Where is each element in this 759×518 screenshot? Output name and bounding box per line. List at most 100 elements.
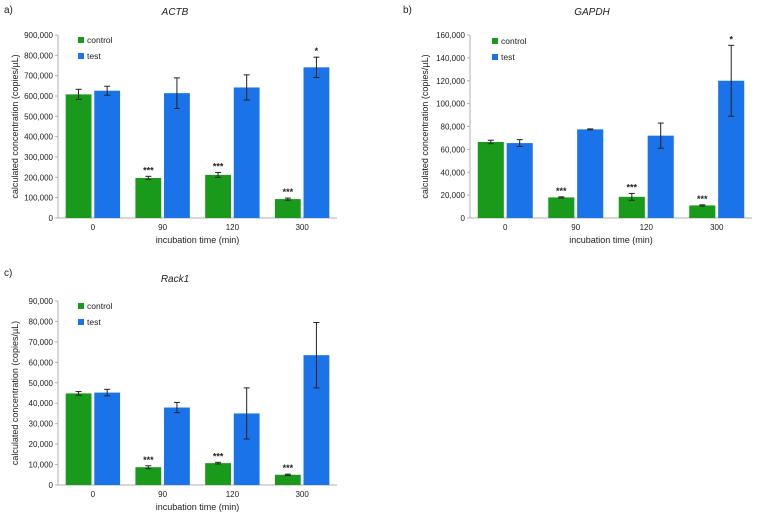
y-tick-label: 20,000	[441, 191, 466, 200]
x-tick-label: 300	[710, 223, 724, 232]
x-axis-label: incubation time (min)	[569, 235, 653, 245]
y-tick-label: 160,000	[436, 31, 465, 40]
chart-actb: a) ACTB 0 100,000 200,000 300,000 400,000 500,0…	[4, 5, 337, 245]
x-tick-label: 90	[158, 223, 167, 232]
bar-test	[303, 67, 330, 218]
legend-label-control: control	[87, 35, 113, 45]
x-tick-label: 90	[571, 223, 580, 232]
y-tick-label: 600,000	[24, 92, 53, 101]
significance-marker: *	[315, 46, 319, 56]
y-tick-label: 80,000	[441, 123, 466, 132]
panel-label: a)	[4, 5, 13, 16]
bar-control	[274, 474, 301, 485]
chart-title: GAPDH	[574, 7, 610, 18]
bar-test	[233, 87, 260, 219]
significance-marker: *	[729, 34, 733, 44]
y-tick-label: 0	[49, 481, 54, 490]
significance-marker: ***	[213, 451, 224, 461]
y-tick-label: 20,000	[29, 440, 54, 449]
bar-test	[94, 392, 121, 485]
panel-label: c)	[4, 268, 12, 279]
chart-gapdh: b) GAPDH 0 20,000 40,000 60,000 80,000 100,000 1…	[403, 5, 752, 245]
legend-label-control: control	[501, 36, 527, 46]
y-tick-label: 700,000	[24, 72, 53, 81]
y-tick-label: 400,000	[24, 133, 53, 142]
y-tick-label: 70,000	[29, 338, 54, 347]
bar-control	[135, 467, 162, 485]
x-axis-label: incubation time (min)	[156, 502, 240, 512]
bar-control	[205, 174, 231, 218]
y-tick-label: 60,000	[29, 358, 54, 367]
y-tick-label: 80,000	[29, 317, 54, 326]
bar-control	[65, 94, 92, 218]
bar-control	[65, 393, 92, 485]
y-tick-label: 40,000	[29, 399, 54, 408]
y-axis-label: calculated concentration (copies/µL)	[420, 54, 430, 198]
bar-control	[618, 196, 645, 218]
significance-marker: ***	[143, 165, 154, 175]
x-tick-label: 300	[295, 223, 309, 232]
y-tick-label: 0	[49, 214, 54, 223]
significance-marker: ***	[627, 182, 638, 192]
legend-swatch-test	[492, 54, 498, 60]
y-axis-label: calculated concentration (copies/µL)	[10, 54, 20, 198]
legend-label-test: test	[87, 51, 101, 61]
significance-marker: ***	[556, 186, 567, 196]
significance-marker: ***	[213, 161, 224, 171]
bar-test	[164, 93, 190, 218]
y-tick-label: 140,000	[436, 54, 465, 63]
legend-swatch-test	[78, 319, 84, 325]
bar-control	[274, 199, 301, 218]
y-tick-label: 900,000	[24, 31, 53, 40]
bar-control	[548, 197, 575, 218]
x-axis-label: incubation time (min)	[156, 235, 240, 245]
x-tick-label: 90	[158, 490, 167, 499]
y-tick-label: 60,000	[441, 145, 466, 154]
chart-title: Rack1	[161, 274, 189, 285]
bar-test	[94, 90, 121, 218]
legend-swatch-control	[492, 38, 498, 44]
legend-label-test: test	[501, 52, 515, 62]
y-tick-label: 50,000	[29, 379, 54, 388]
x-tick-label: 120	[226, 490, 240, 499]
significance-marker: ***	[283, 187, 294, 197]
y-tick-label: 200,000	[24, 173, 53, 182]
bar-test	[164, 407, 190, 485]
y-tick-label: 100,000	[24, 194, 53, 203]
y-axis-label: calculated concentration (copies/µL)	[10, 321, 20, 465]
y-tick-label: 40,000	[441, 168, 466, 177]
y-tick-label: 30,000	[29, 420, 54, 429]
y-tick-label: 0	[461, 214, 466, 223]
bar-test	[647, 135, 674, 218]
bar-test	[577, 129, 604, 218]
chart-title: ACTB	[161, 7, 189, 18]
bar-test	[506, 143, 533, 218]
chart-rack1: c) Rack1 0 10,000 20,000 30,000 40,000 50,000 60…	[4, 268, 337, 512]
y-tick-label: 90,000	[29, 297, 54, 306]
x-tick-label: 120	[226, 223, 240, 232]
bar-control	[205, 463, 231, 485]
bar-control	[135, 177, 162, 218]
legend-swatch-test	[78, 53, 84, 59]
x-tick-label: 120	[640, 223, 654, 232]
y-tick-label: 10,000	[29, 461, 54, 470]
x-tick-label: 0	[91, 223, 96, 232]
legend-label-test: test	[87, 317, 101, 327]
y-tick-label: 100,000	[436, 100, 465, 109]
panel-label: b)	[403, 5, 412, 16]
x-tick-label: 0	[91, 490, 96, 499]
x-tick-label: 0	[503, 223, 508, 232]
x-tick-label: 300	[295, 490, 309, 499]
significance-marker: ***	[697, 194, 708, 204]
legend-label-control: control	[87, 301, 113, 311]
y-tick-label: 120,000	[436, 77, 465, 86]
y-tick-label: 300,000	[24, 153, 53, 162]
significance-marker: ***	[283, 463, 294, 473]
y-tick-label: 500,000	[24, 112, 53, 121]
legend-swatch-control	[78, 37, 84, 43]
bar-control	[689, 205, 716, 218]
significance-marker: ***	[143, 455, 154, 465]
y-tick-label: 800,000	[24, 51, 53, 60]
legend-swatch-control	[78, 303, 84, 309]
